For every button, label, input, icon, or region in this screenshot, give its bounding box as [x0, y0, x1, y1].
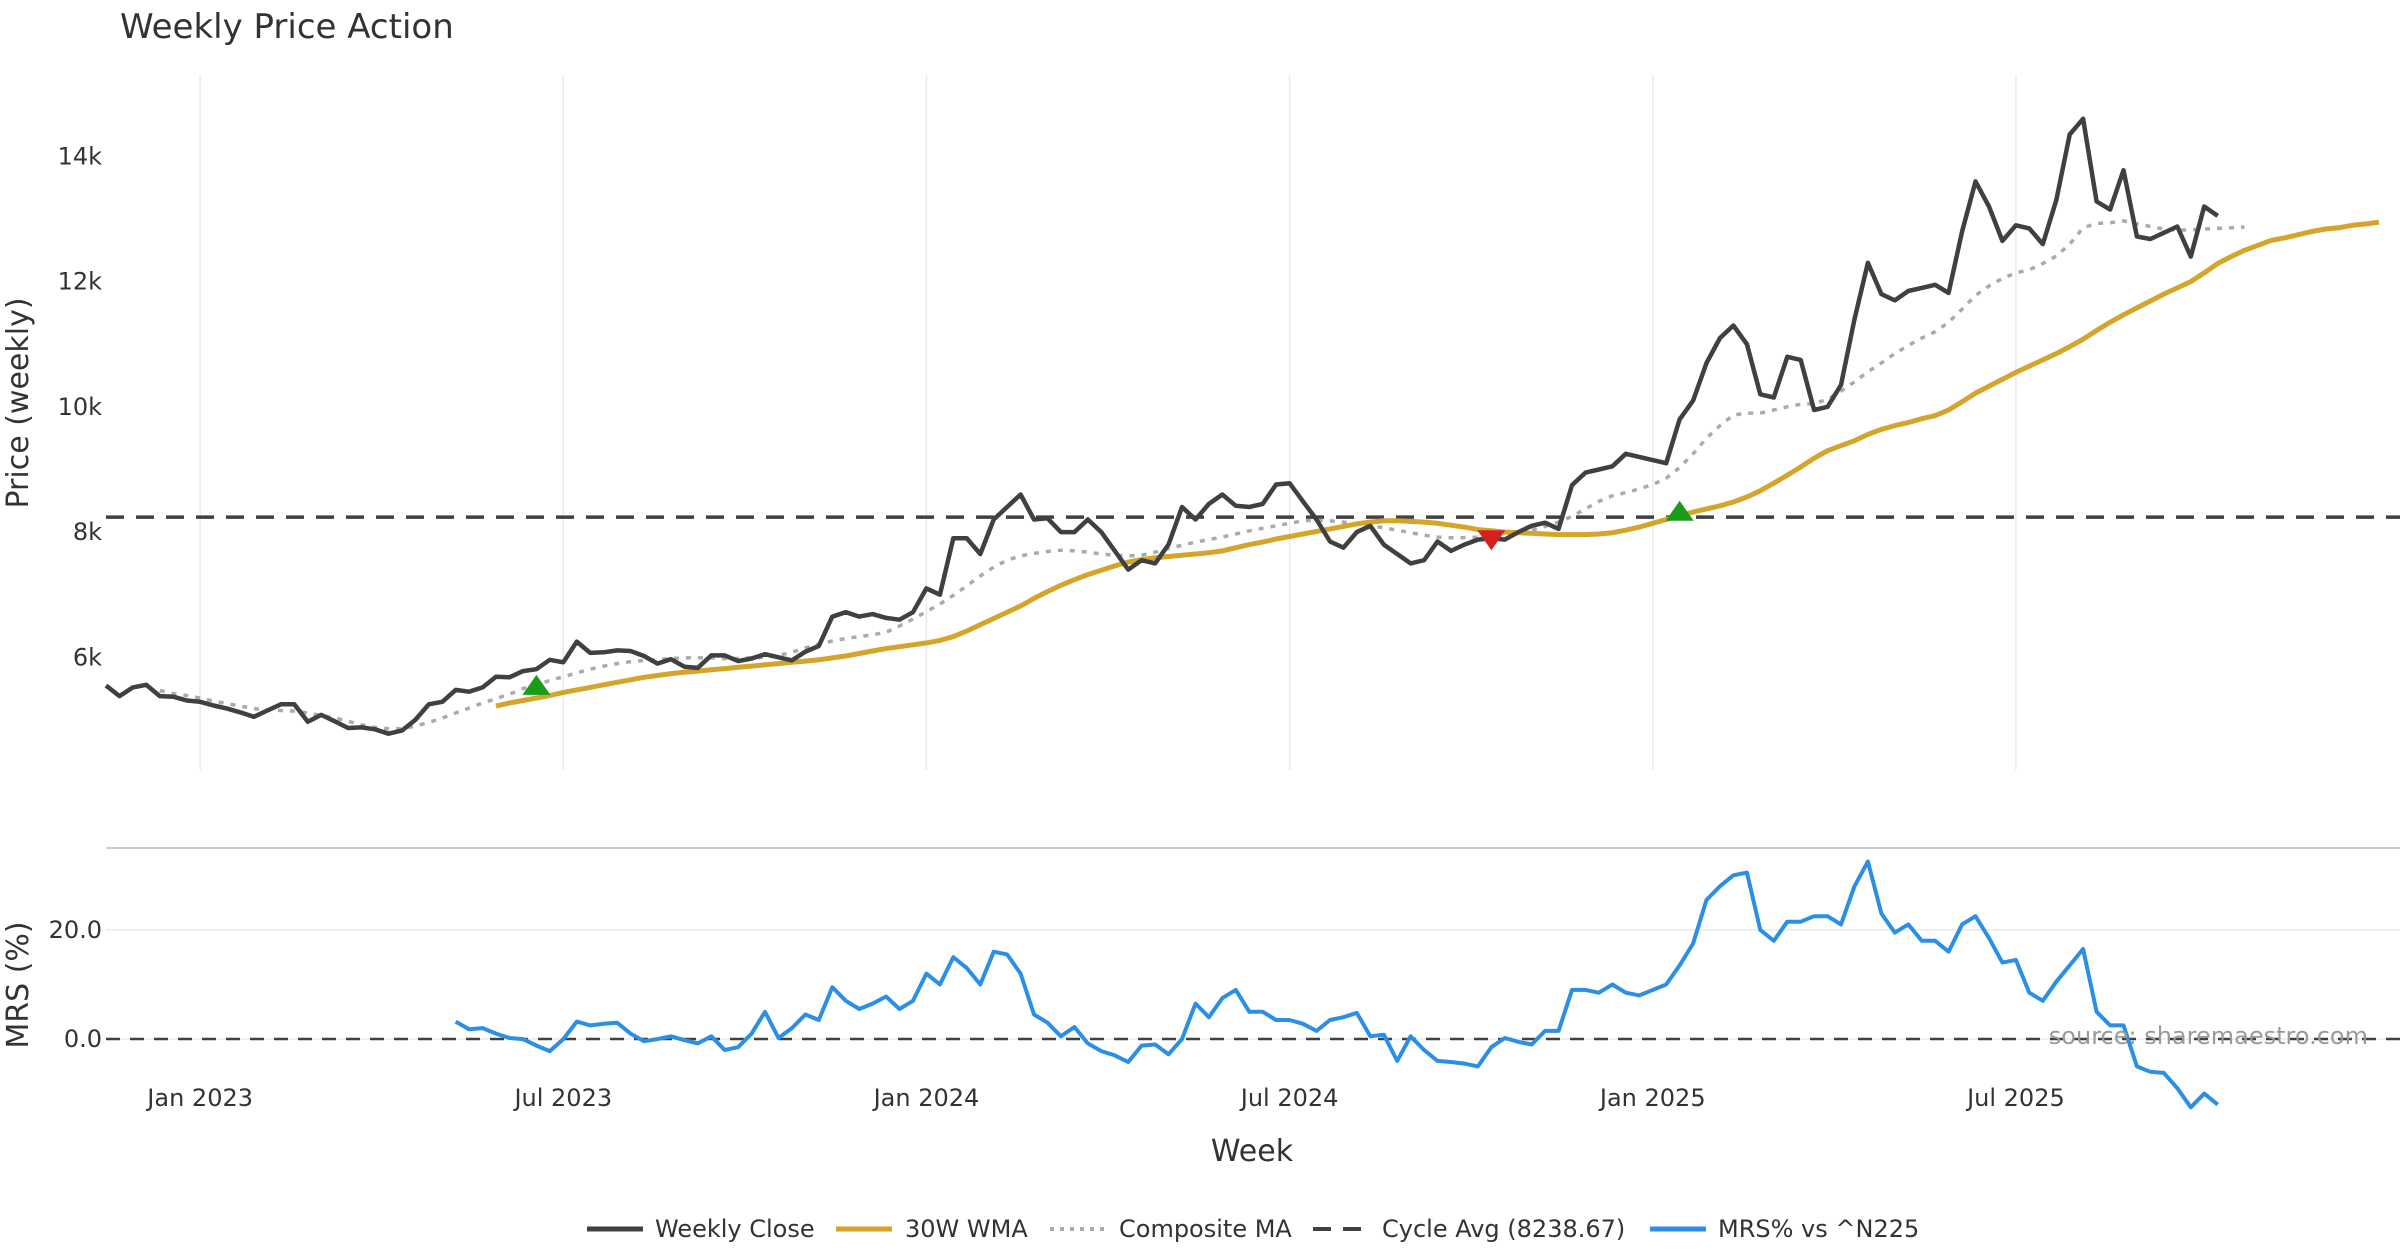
- mrs-ytick-label: 20.0: [49, 916, 102, 944]
- composite-ma-line: [159, 219, 2245, 731]
- legend: Weekly Close 30W WMA Composite MA Cycle …: [587, 1215, 1919, 1243]
- mrs-ytick-label: 0.0: [64, 1025, 102, 1053]
- x-tick-label: Jul 2025: [1965, 1084, 2065, 1112]
- x-tick-label: Jan 2024: [872, 1084, 980, 1112]
- x-tick-label: Jul 2024: [1239, 1084, 1339, 1112]
- sell-marker-1: [1477, 530, 1506, 551]
- x-tick-label: Jul 2023: [512, 1084, 612, 1112]
- weekly-close-line: [104, 116, 2219, 736]
- legend-item-cycle-avg: Cycle Avg (8238.67): [1313, 1215, 1625, 1243]
- series-layer: [104, 116, 2380, 1110]
- price-ytick-label: 6k: [73, 643, 102, 671]
- legend-item-weekly-close: Weekly Close: [587, 1215, 815, 1243]
- price-axis-label: Price (weekly): [1, 297, 36, 508]
- reference-lines: [106, 515, 2400, 1041]
- x-tick-label: Jan 2023: [145, 1084, 253, 1112]
- x-tick-label: Jan 2025: [1598, 1084, 1706, 1112]
- wma-30w-line: [495, 219, 2380, 709]
- tick-layer: 6k 8k 10k 12k 14k 0.0 20.0 Jan 2023 Jul 2023 Jan …: [49, 142, 2065, 1112]
- price-ytick-label: 12k: [58, 268, 103, 296]
- legend-label-30w-wma: 30W WMA: [905, 1215, 1028, 1243]
- grid-layer: [106, 75, 2400, 1040]
- mrs-axis-label: MRS (%): [1, 921, 36, 1048]
- legend-label-weekly-close: Weekly Close: [655, 1215, 815, 1243]
- buy-marker-2: [1665, 500, 1694, 521]
- price-ytick-label: 10k: [58, 393, 103, 421]
- legend-label-mrs: MRS% vs ^N225: [1718, 1215, 1919, 1243]
- price-ytick-label: 8k: [73, 518, 102, 546]
- buy-marker-0: [522, 674, 551, 695]
- legend-item-composite-ma: Composite MA: [1050, 1215, 1292, 1243]
- price-ytick-label: 14k: [58, 142, 103, 170]
- legend-label-composite-ma: Composite MA: [1119, 1215, 1292, 1243]
- legend-item-30w-wma: 30W WMA: [836, 1215, 1028, 1243]
- chart-title: Weekly Price Action: [120, 7, 454, 47]
- legend-item-mrs: MRS% vs ^N225: [1650, 1215, 1919, 1243]
- x-axis-label: Week: [1211, 1134, 1294, 1169]
- marker-layer: [522, 500, 1694, 695]
- source-note: source: sharemaestro.com: [2049, 1022, 2368, 1050]
- legend-label-cycle-avg: Cycle Avg (8238.67): [1382, 1215, 1625, 1243]
- mrs-line: [454, 859, 2219, 1110]
